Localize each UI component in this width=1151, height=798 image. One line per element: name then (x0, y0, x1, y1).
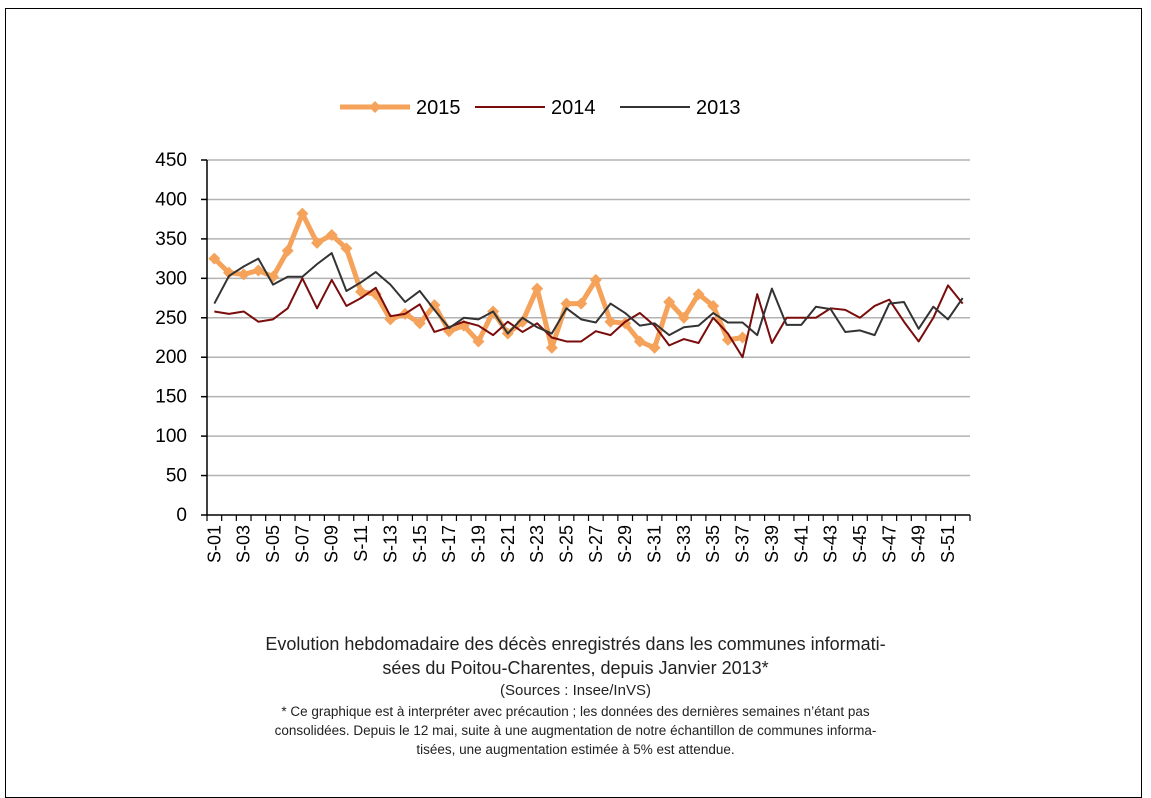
legend-label: 2013 (696, 97, 741, 119)
x-tick-label: S-49 (909, 525, 929, 563)
x-tick-label: S-03 (234, 525, 254, 563)
x-tick-label: S-33 (674, 525, 694, 563)
x-tick-label: S-45 (850, 525, 870, 563)
point (560, 297, 573, 310)
point (325, 228, 338, 241)
caption: Evolution hebdomadaire des décès enregis… (0, 632, 1151, 680)
point (648, 341, 661, 354)
point (472, 335, 485, 348)
x-tick-label: S-41 (791, 525, 811, 563)
x-tick-label: S-51 (938, 525, 958, 563)
y-tick-label: 0 (176, 505, 187, 526)
legend-label: 2015 (416, 97, 461, 119)
caption-line: sées du Poitou-Charentes, depuis Janvier… (382, 658, 769, 678)
point (545, 341, 558, 354)
x-tick-label: S-15 (410, 525, 430, 563)
y-tick-label: 50 (166, 466, 187, 487)
x-tick-label: S-23 (527, 525, 547, 563)
caption-line: Evolution hebdomadaire des décès enregis… (265, 634, 886, 654)
point (604, 315, 617, 328)
point (281, 244, 294, 257)
point (589, 273, 602, 286)
point (223, 266, 236, 279)
point (663, 296, 676, 308)
y-tick-label: 250 (155, 308, 187, 329)
note-line: tisées, une augmentation estimée à 5% es… (416, 742, 735, 757)
x-tick-label: S-27 (586, 525, 606, 563)
y-tick-label: 450 (155, 150, 187, 171)
y-tick-label: 400 (155, 189, 187, 210)
x-tick-label: S-05 (263, 525, 283, 563)
page: {"chart_data": { "type": "line", "catego… (0, 8, 1151, 798)
chart: 0 50 100 150 200 250 300 350 400 450 S-01 S-03 S-05 S… (155, 97, 971, 563)
note-line: consolidées. Depuis le 12 mai, suite à u… (274, 723, 877, 738)
x-tick-label: S-21 (498, 525, 518, 563)
legend-label: 2014 (551, 97, 596, 119)
point (296, 207, 309, 220)
point (252, 264, 265, 277)
x-tick-label: S-19 (468, 525, 488, 563)
point (692, 288, 705, 301)
series-line (214, 277, 964, 359)
x-tick-label: S-43 (821, 525, 841, 563)
x-tick-label: S-29 (615, 525, 635, 563)
y-tick-label: 150 (155, 387, 187, 408)
x-tick-label: S-31 (645, 525, 665, 563)
point (677, 311, 690, 324)
x-tick-label: S-11 (351, 525, 371, 562)
x-tick-label: S-17 (439, 525, 459, 563)
point (311, 236, 324, 249)
point (237, 268, 250, 281)
point (428, 299, 441, 312)
x-tick-label: S-25 (556, 525, 576, 563)
x-tick-label: S-39 (762, 525, 782, 563)
y-tick-label: 200 (155, 347, 187, 368)
note: * Ce graphique est à interpréter avec pr… (0, 702, 1151, 759)
point (707, 299, 720, 312)
legend-marker (369, 101, 381, 113)
y-tick-label: 300 (155, 268, 187, 289)
point (413, 317, 426, 330)
series-line (213, 252, 964, 337)
source: (Sources : Insee/InVS) (500, 682, 651, 699)
point (208, 252, 221, 265)
point (340, 242, 353, 255)
x-tick-label: S-07 (292, 525, 312, 563)
y-tick-label: 100 (155, 426, 187, 447)
x-tick-label: S-47 (879, 525, 899, 563)
x-tick-label: S-37 (733, 525, 753, 563)
x-tick-label: S-35 (703, 525, 723, 563)
x-tick-label: S-13 (380, 525, 400, 563)
series-line (212, 211, 743, 351)
point (531, 282, 544, 295)
point (575, 297, 588, 310)
x-tick-label: S-01 (204, 525, 224, 563)
point (633, 335, 646, 348)
x-tick-label: S-09 (322, 525, 342, 563)
y-tick-label: 350 (155, 229, 187, 250)
note-line: * Ce graphique est à interpréter avec pr… (281, 704, 870, 719)
